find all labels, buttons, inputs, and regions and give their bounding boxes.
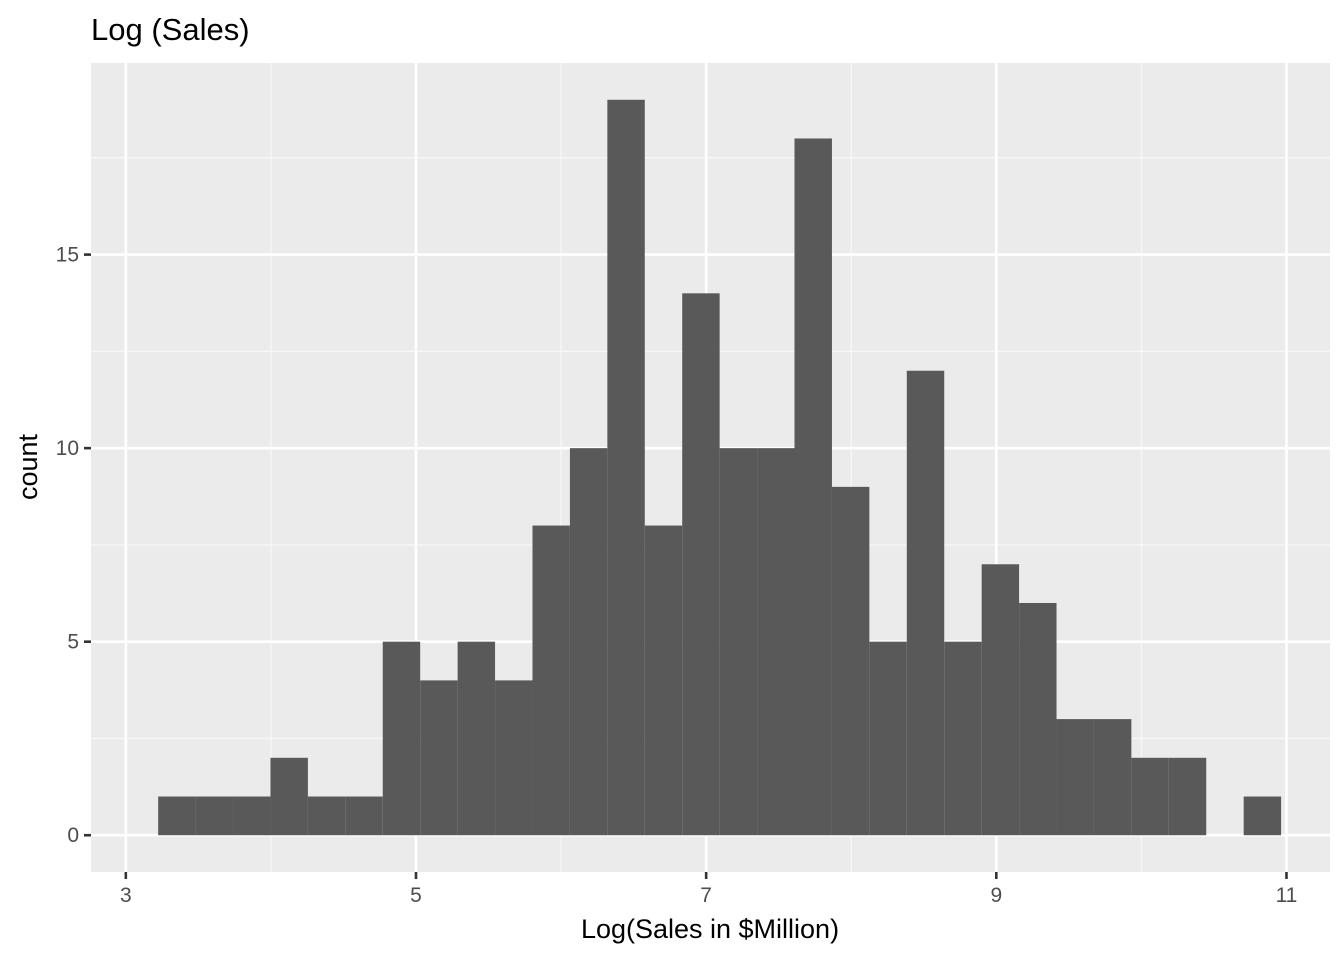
histogram-bar	[1131, 757, 1169, 836]
histogram-bar	[195, 796, 234, 836]
x-tick-label: 11	[1276, 884, 1298, 907]
histogram-bar	[719, 448, 758, 836]
histogram-bar	[233, 796, 271, 836]
histogram-bars	[158, 99, 1282, 836]
histogram-bar	[906, 370, 945, 836]
histogram-bar	[944, 641, 982, 836]
histogram-bar	[569, 448, 608, 836]
histogram-bar	[1019, 602, 1057, 836]
histogram-bar	[1243, 796, 1282, 836]
histogram-bar	[345, 796, 383, 836]
histogram-bar	[757, 448, 795, 836]
histogram-bar	[382, 641, 421, 836]
x-axis-title: Log(Sales in $Million)	[581, 914, 839, 944]
histogram-bar	[532, 525, 570, 836]
histogram-bar	[270, 757, 308, 836]
y-tick-label: 5	[67, 631, 79, 654]
y-tick-label: 10	[56, 437, 79, 460]
x-axis: 3 5 7 9 11	[120, 872, 1297, 907]
histogram-bar	[307, 796, 346, 836]
histogram-bar	[457, 641, 496, 836]
y-axis: 0 5 10 15	[56, 244, 91, 847]
histogram-bar	[420, 680, 458, 836]
y-axis-title: count	[13, 433, 43, 500]
histogram-bar	[794, 138, 832, 836]
histogram-bar	[644, 525, 683, 836]
x-tick-label: 3	[120, 884, 132, 907]
chart-title: Log (Sales)	[91, 12, 250, 47]
histogram-bar	[869, 641, 907, 836]
histogram-bar	[1093, 719, 1132, 836]
x-tick-label: 5	[410, 884, 422, 907]
histogram-bar	[158, 796, 196, 836]
histogram-bar	[981, 564, 1020, 836]
y-tick-label: 15	[56, 244, 79, 267]
x-tick-label: 9	[990, 884, 1002, 907]
histogram-bar	[495, 680, 533, 836]
y-tick-label: 0	[67, 824, 79, 847]
histogram-bar	[831, 486, 870, 836]
x-tick-label: 7	[700, 884, 712, 907]
histogram-bar	[682, 293, 720, 836]
histogram-bar	[1168, 757, 1207, 836]
histogram-bar	[607, 99, 645, 836]
histogram-bar	[1056, 719, 1094, 836]
